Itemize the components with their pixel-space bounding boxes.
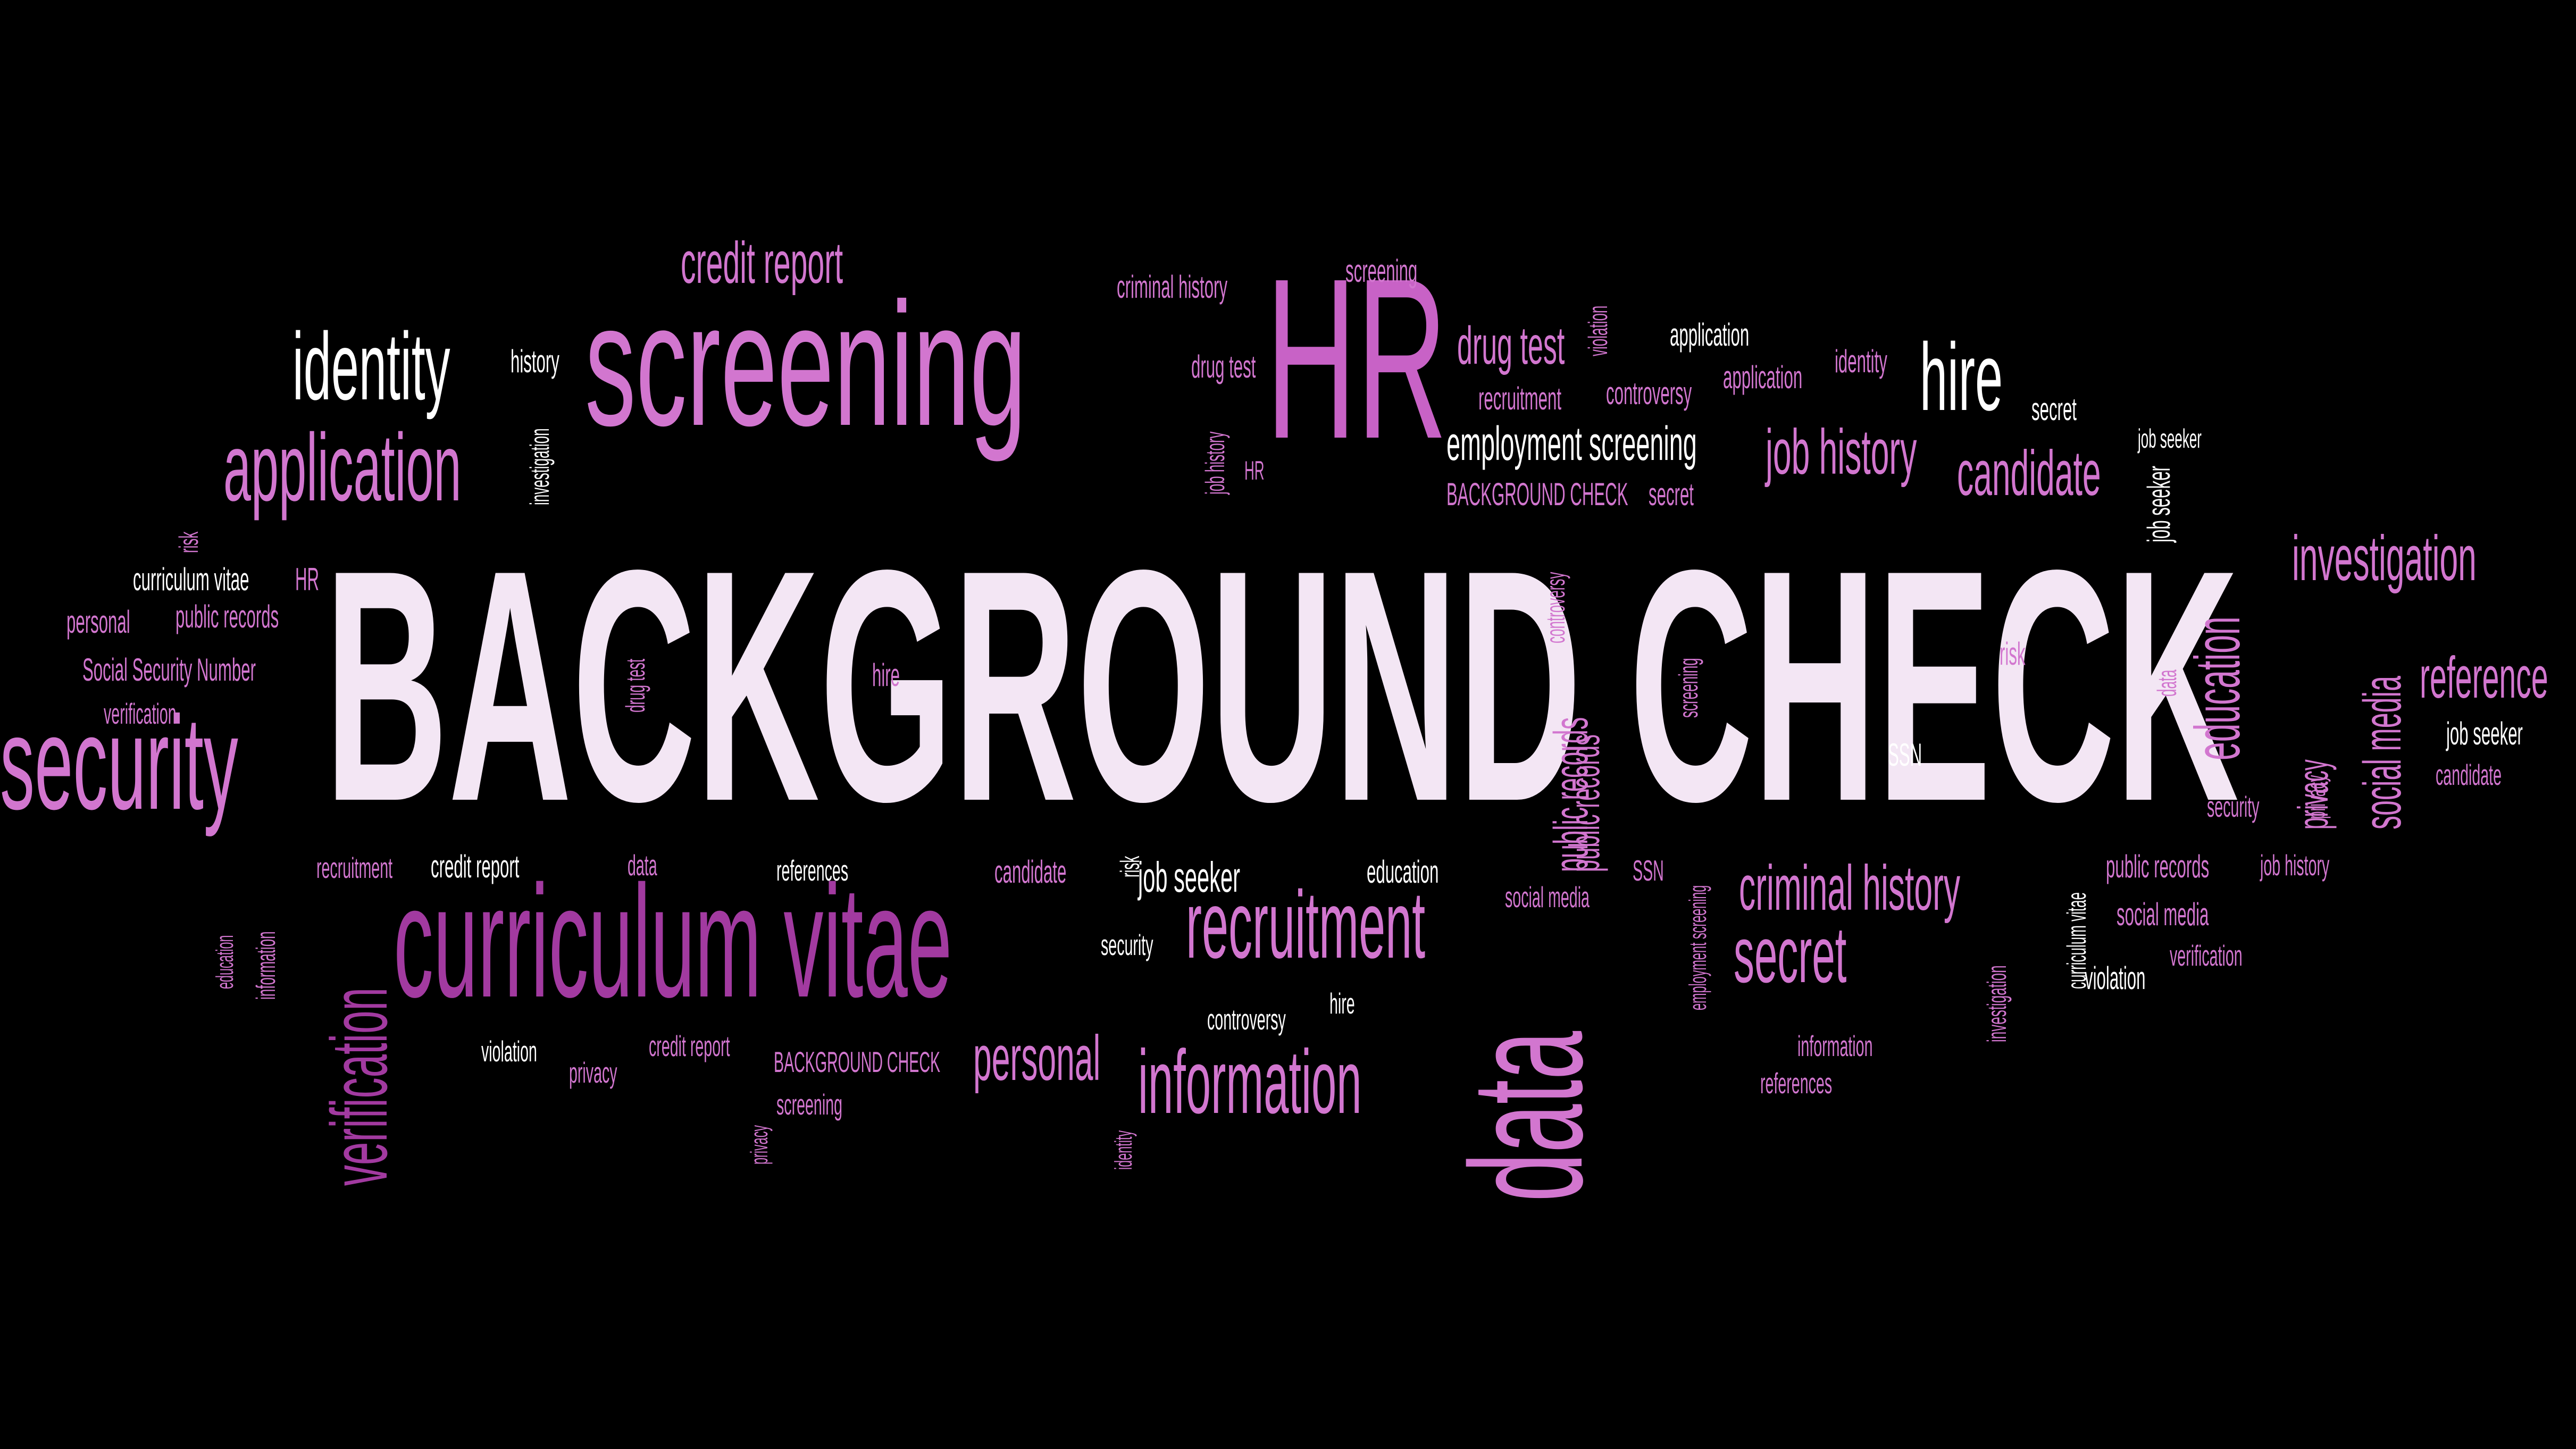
word: screening [585, 266, 1026, 462]
word: violation [1583, 305, 1613, 356]
word: credit report [649, 1029, 730, 1062]
word: secret [2031, 391, 2077, 427]
word: application [223, 414, 462, 521]
word: reference [2420, 645, 2548, 710]
word: history [511, 344, 559, 379]
word: public records [1561, 734, 1608, 872]
word: HR [1244, 456, 1265, 485]
word: information [1797, 1029, 1873, 1062]
word: verification [104, 697, 177, 730]
word: SSN [1888, 737, 1922, 773]
word: screening [1345, 253, 1418, 289]
word: identity [1835, 344, 1887, 379]
word: risk [174, 531, 204, 553]
word: public records [2106, 849, 2210, 884]
word: recruitment [1186, 872, 1426, 978]
word: privacy [569, 1056, 617, 1089]
word: drug test [1191, 349, 1256, 384]
word: application [1670, 317, 1750, 353]
word: job seeker [2138, 424, 2202, 454]
word: security [1101, 928, 1153, 961]
word: screening [776, 1088, 843, 1121]
word: candidate [994, 854, 1067, 890]
word: investigation [525, 428, 555, 505]
word: criminal history [1739, 852, 1961, 924]
word: job seeker [2446, 716, 2523, 751]
word: secret [1649, 476, 1694, 512]
word: education [2182, 616, 2253, 760]
word: identity [1110, 1130, 1137, 1170]
word: recruitment [316, 851, 393, 884]
word: references [1760, 1067, 1833, 1100]
word: data [628, 849, 657, 882]
word: Social Security Number [82, 652, 256, 688]
word: SSN [1633, 854, 1664, 887]
word: personal [66, 604, 130, 640]
word: drug test [621, 658, 650, 713]
word: employment screening [1446, 417, 1697, 471]
word: security [2207, 790, 2260, 823]
word: controversy [1207, 1003, 1286, 1036]
word: social media [2353, 675, 2412, 830]
word: investigation [2292, 523, 2477, 594]
word: job seeker [2141, 466, 2177, 542]
word: HR [1266, 231, 1448, 487]
word: job history [1766, 416, 1917, 488]
word: personal [973, 1023, 1101, 1094]
word: privacy [2301, 775, 2331, 819]
word: recruitment [1478, 381, 1562, 416]
word: violation [481, 1035, 537, 1068]
word: risk [2000, 636, 2026, 672]
word: job history [2260, 849, 2330, 882]
word: drug test [1457, 316, 1565, 375]
word: hire [1920, 324, 2003, 431]
word: hire [872, 657, 900, 693]
word: candidate [1957, 438, 2101, 509]
word: references [776, 854, 849, 887]
word: curriculum vitae [394, 852, 952, 1031]
word: curriculum vitae [133, 562, 249, 597]
word: education [211, 935, 238, 989]
word: data [1437, 1031, 1616, 1202]
word: secret [1734, 910, 1847, 999]
word: security [0, 689, 238, 837]
word: screening [1674, 658, 1703, 718]
word: social media [1505, 881, 1590, 914]
word: application [1723, 359, 1803, 395]
word: controversy [1541, 572, 1570, 643]
word: BACKGROUND CHECK [774, 1045, 941, 1078]
word: hire [1329, 987, 1355, 1020]
word: verification [314, 987, 404, 1186]
word: data [2152, 669, 2182, 697]
word: employment screening [1684, 885, 1711, 1010]
word: BACKGROUND CHECK [1446, 476, 1628, 512]
word: privacy [746, 1125, 773, 1165]
word: credit report [431, 849, 520, 884]
word: social media [2117, 897, 2209, 932]
word: criminal history [1117, 269, 1228, 305]
word: verification [2170, 939, 2243, 972]
word: candidate [2436, 758, 2502, 791]
word: job history [1200, 431, 1230, 495]
word: identity [292, 313, 450, 420]
word: job seeker [1138, 853, 1240, 901]
word: violation [2085, 960, 2146, 996]
word: education [1367, 854, 1439, 890]
word: HR [295, 562, 320, 597]
word: public records [175, 599, 279, 634]
word: BACKGROUND CHECK [324, 502, 2239, 870]
word: information [251, 931, 281, 1000]
word: controversy [1606, 375, 1692, 411]
word: information [1138, 1032, 1362, 1133]
word: investigation [1982, 965, 2012, 1042]
word: credit report [681, 230, 843, 296]
